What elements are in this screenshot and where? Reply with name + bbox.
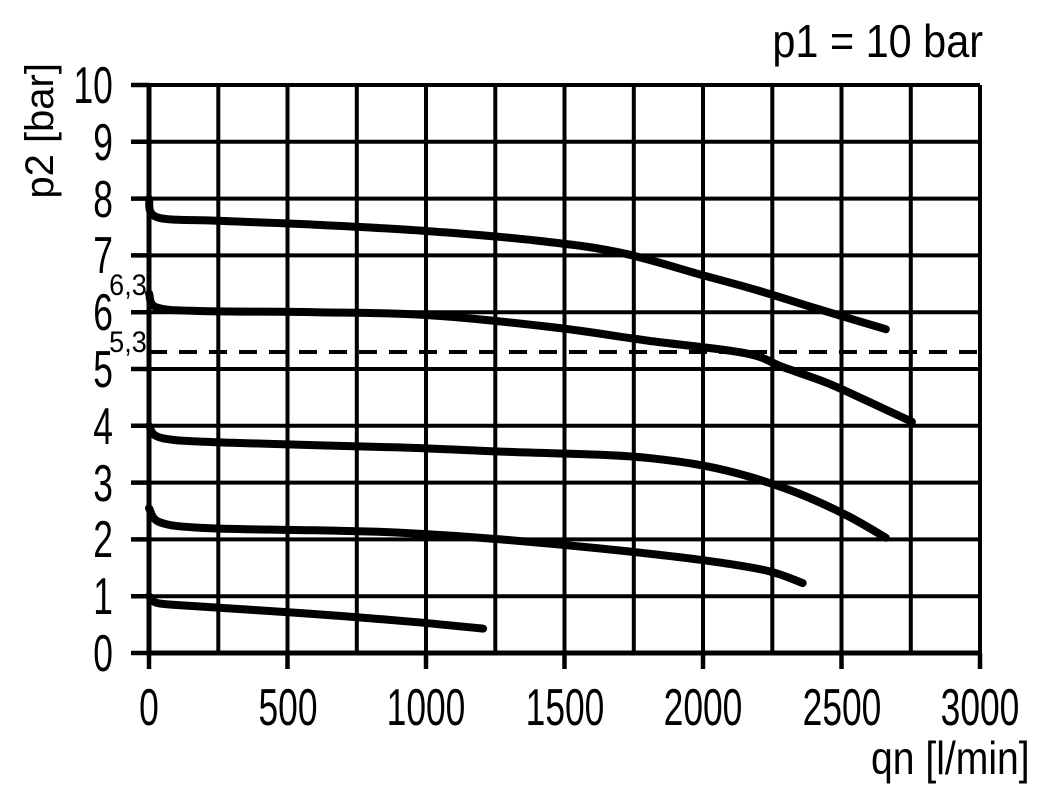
y-tick-label: 2 xyxy=(93,511,113,570)
y-tick-label: 8 xyxy=(93,170,113,229)
y-annotation-label: 5,3 xyxy=(109,326,147,359)
y-tick-label: 10 xyxy=(73,57,113,115)
x-tick-label: 0 xyxy=(139,679,159,737)
x-tick-label: 2500 xyxy=(802,679,881,737)
x-tick-label: 500 xyxy=(257,679,318,737)
curve-start-6.3-bar xyxy=(145,289,916,426)
y-tick-label: 5 xyxy=(93,341,113,399)
axis-tick-marks xyxy=(131,82,983,669)
y-tick-label: 6 xyxy=(93,284,113,343)
x-tick-label: 3000 xyxy=(940,679,1020,737)
curve-start-8-bar xyxy=(145,194,890,334)
y-axis-title: p2 [bar] xyxy=(18,63,62,199)
x-tick-label: 2000 xyxy=(663,679,743,737)
y-tick-label: 9 xyxy=(93,113,113,172)
x-axis-title: qn [l/min] xyxy=(871,732,1030,784)
y-tick-label: 7 xyxy=(93,227,113,286)
curve-start-2.5-bar xyxy=(145,504,807,588)
y-tick-label: 3 xyxy=(93,454,113,513)
grid-lines xyxy=(147,83,982,655)
x-tick-label: 1500 xyxy=(525,679,604,737)
x-tick-label: 1000 xyxy=(386,679,466,737)
y-tick-label: 1 xyxy=(93,568,113,627)
y-annotation-label: 6,3 xyxy=(109,269,147,303)
curve-start-4-bar xyxy=(145,421,890,542)
y-tick-label: 4 xyxy=(93,397,113,456)
y-tick-label: 0 xyxy=(93,625,113,683)
chart-title: p1 = 10 bar xyxy=(772,15,983,67)
curve-start-1-bar xyxy=(145,592,488,633)
